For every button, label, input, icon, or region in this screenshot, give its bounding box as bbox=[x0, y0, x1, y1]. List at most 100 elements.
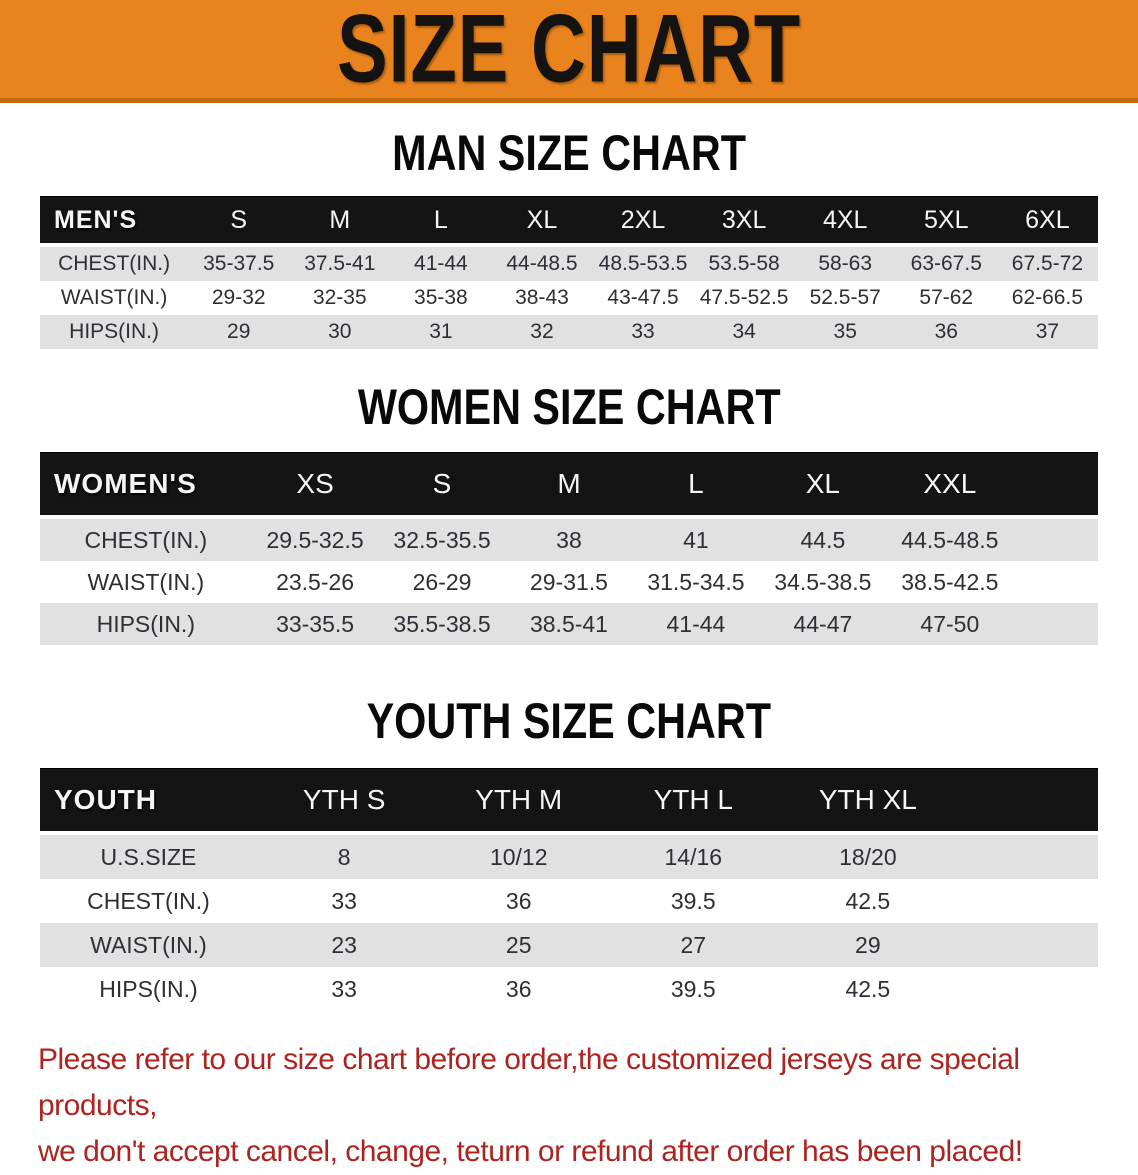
table-cell: 44.5-48.5 bbox=[901, 526, 999, 553]
table-cell: 35.5-38.5 bbox=[393, 610, 491, 637]
row-spacer-cell bbox=[955, 879, 1098, 923]
table-cell: 41-44 bbox=[666, 610, 726, 637]
row-label: HIPS(IN.) bbox=[69, 320, 160, 343]
footer-disclaimer: Please refer to our size chart before or… bbox=[0, 1037, 1138, 1175]
title-banner: SIZE CHART bbox=[0, 0, 1138, 103]
row-label: WAIST(IN.) bbox=[87, 568, 205, 595]
youth-size-table: YOUTH YTH S YTH M YTH L YTH XL U.S.SIZE 8 10/1… bbox=[40, 768, 1098, 1011]
heading-youth-size-chart: YOUTH SIZE CHART bbox=[0, 692, 1138, 749]
size-header-cell: L bbox=[632, 452, 760, 519]
table-cell: 62-66.5 bbox=[1011, 286, 1084, 309]
table-cell: 10/12 bbox=[489, 843, 548, 870]
row-spacer-cell bbox=[955, 833, 1098, 879]
size-header-cell: S bbox=[378, 452, 506, 519]
table-row: HIPS(IN.) 29 30 31 32 33 34 35 36 37 bbox=[40, 315, 1098, 349]
table-cell: 41 bbox=[683, 526, 709, 553]
size-header-cell: L bbox=[390, 196, 492, 247]
table-row: CHEST(IN.) 33 36 39.5 42.5 bbox=[40, 879, 1098, 923]
row-label: WAIST(IN.) bbox=[90, 931, 207, 958]
table-cell: 31.5-34.5 bbox=[647, 568, 745, 595]
table-cell: 30 bbox=[328, 320, 352, 343]
table-cell: 34.5-38.5 bbox=[774, 568, 872, 595]
row-label: CHEST(IN.) bbox=[58, 252, 171, 275]
table-cell: 67.5-72 bbox=[1011, 252, 1084, 275]
table-cell: 34 bbox=[732, 320, 756, 343]
table-cell: 32-35 bbox=[312, 286, 367, 309]
header-spacer-cell bbox=[955, 768, 1098, 835]
table-row: WAIST(IN.) 29-32 32-35 35-38 38-43 43-47.5 47.… bbox=[40, 281, 1098, 315]
table-cell: 58-63 bbox=[818, 252, 873, 275]
size-header-cell: 4XL bbox=[794, 196, 896, 247]
heading-man-size-chart: MAN SIZE CHART bbox=[0, 124, 1138, 181]
table-row: WAIST(IN.) 23.5-26 26-29 29-31.5 31.5-34.5 34… bbox=[40, 561, 1098, 603]
table-cell: 29-31.5 bbox=[529, 568, 608, 595]
table-row: HIPS(IN.) 33 36 39.5 42.5 bbox=[40, 967, 1098, 1011]
heading-youth-size-chart-text: YOUTH SIZE CHART bbox=[366, 692, 772, 749]
table-cell: 39.5 bbox=[670, 887, 716, 914]
table-cell: 57-62 bbox=[919, 286, 974, 309]
size-header-cell: YTH XL bbox=[780, 768, 956, 835]
heading-man-size-chart-text: MAN SIZE CHART bbox=[392, 124, 746, 181]
table-cell: 8 bbox=[337, 843, 351, 870]
row-label: U.S.SIZE bbox=[100, 843, 197, 870]
row-spacer-cell bbox=[1013, 603, 1098, 645]
table-row: CHEST(IN.) 29.5-32.5 32.5-35.5 38 41 44.5 44.5… bbox=[40, 517, 1098, 561]
table-cell: 47-50 bbox=[920, 610, 980, 637]
size-header-cell: XS bbox=[251, 452, 379, 519]
table-cell: 44.5 bbox=[800, 526, 846, 553]
size-header-cell: M bbox=[289, 196, 391, 247]
table-cell: 32 bbox=[530, 320, 554, 343]
table-cell: 36 bbox=[505, 975, 532, 1002]
size-header-cell: YTH M bbox=[431, 768, 606, 835]
table-cell: 47.5-52.5 bbox=[699, 286, 789, 309]
size-header-cell: XL bbox=[491, 196, 593, 247]
table-cell: 29.5-32.5 bbox=[266, 526, 364, 553]
row-label: CHEST(IN.) bbox=[87, 887, 210, 914]
table-cell: 42.5 bbox=[845, 975, 891, 1002]
youth-header-row: YOUTH YTH S YTH M YTH L YTH XL bbox=[40, 768, 1098, 835]
table-cell: 38.5-41 bbox=[529, 610, 608, 637]
table-cell: 53.5-58 bbox=[708, 252, 780, 275]
table-cell: 29-32 bbox=[211, 286, 266, 309]
header-spacer-cell bbox=[1013, 452, 1098, 519]
table-cell: 36 bbox=[505, 887, 532, 914]
table-cell: 38-43 bbox=[515, 286, 569, 309]
heading-women-size-chart: WOMEN SIZE CHART bbox=[0, 382, 1138, 432]
size-header-cell: XXL bbox=[886, 452, 1014, 519]
table-row: WAIST(IN.) 23 25 27 29 bbox=[40, 923, 1098, 967]
row-label: HIPS(IN.) bbox=[99, 975, 198, 1002]
table-cell: 23.5-26 bbox=[276, 568, 355, 595]
table-cell: 37.5-41 bbox=[304, 252, 376, 275]
table-row: CHEST(IN.) 35-37.5 37.5-41 41-44 44-48.5 48.5… bbox=[40, 245, 1098, 281]
row-label: CHEST(IN.) bbox=[84, 526, 208, 553]
table-cell: 35-38 bbox=[414, 286, 468, 309]
table-cell: 36 bbox=[934, 320, 958, 343]
size-header-cell: YTH S bbox=[256, 768, 432, 835]
table-cell: 14/16 bbox=[664, 843, 723, 870]
size-header-cell: M bbox=[505, 452, 633, 519]
table-cell: 38.5-42.5 bbox=[901, 568, 999, 595]
table-cell: 37 bbox=[1035, 320, 1060, 343]
table-row: HIPS(IN.) 33-35.5 35.5-38.5 38.5-41 41-44 44-… bbox=[40, 603, 1098, 645]
table-cell: 33 bbox=[631, 320, 655, 343]
row-spacer-cell bbox=[1013, 561, 1098, 603]
table-cell: 26-29 bbox=[412, 568, 472, 595]
footer-disclaimer-line-2: we don't accept cancel, change, teturn o… bbox=[38, 1135, 1023, 1168]
table-cell: 29 bbox=[227, 320, 251, 343]
table-row: U.S.SIZE 8 10/12 14/16 18/20 bbox=[40, 833, 1098, 879]
table-cell: 33 bbox=[331, 975, 357, 1002]
row-spacer-cell bbox=[955, 923, 1098, 967]
size-header-cell: 2XL bbox=[592, 196, 694, 247]
table-cell: 25 bbox=[505, 931, 532, 958]
table-cell: 29 bbox=[855, 931, 881, 958]
table-cell: 41-44 bbox=[414, 252, 468, 275]
size-header-cell: S bbox=[188, 196, 290, 247]
table-cell: 27 bbox=[680, 931, 707, 958]
table-cell: 48.5-53.5 bbox=[598, 252, 688, 275]
table-cell: 39.5 bbox=[670, 975, 716, 1002]
row-spacer-cell bbox=[955, 967, 1098, 1011]
row-label: HIPS(IN.) bbox=[96, 610, 195, 637]
page-title: SIZE CHART bbox=[337, 0, 801, 103]
table-cell: 43-47.5 bbox=[607, 286, 679, 309]
